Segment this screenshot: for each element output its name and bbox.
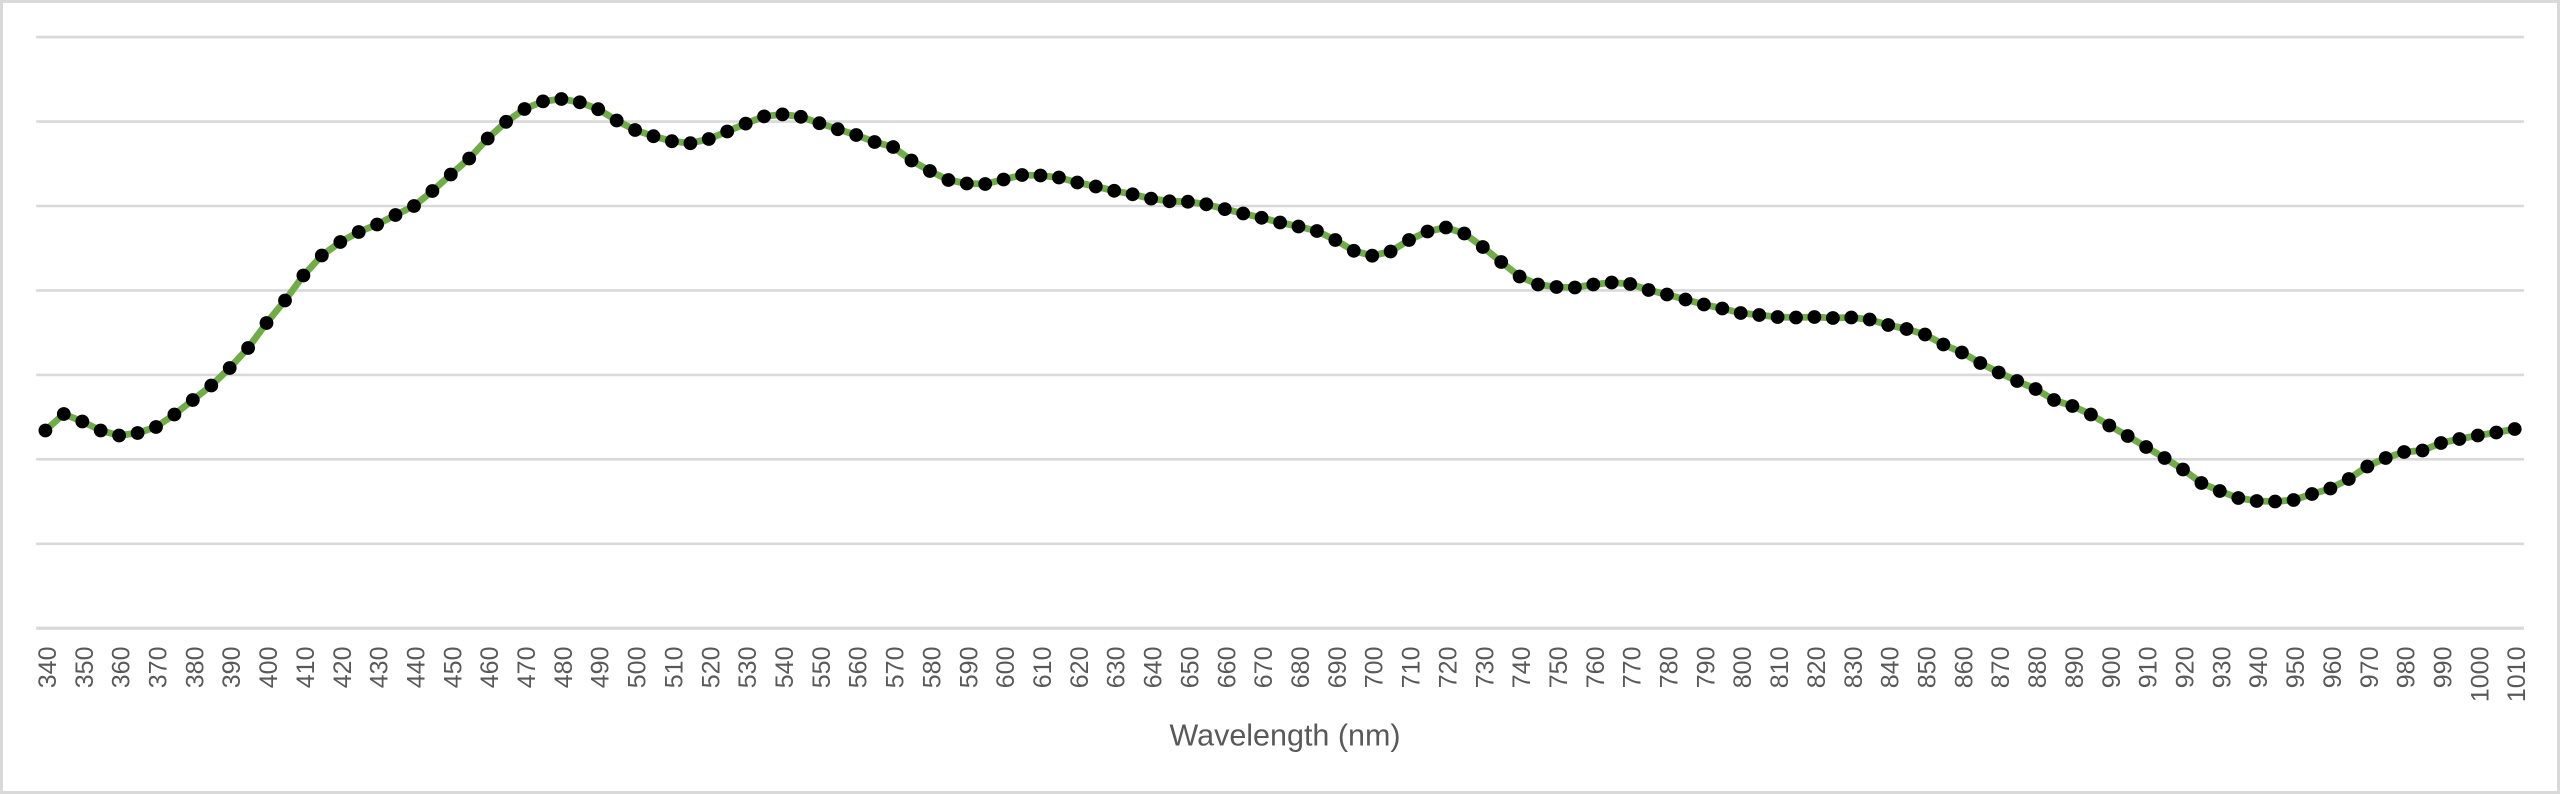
svg-text:630: 630 (1103, 647, 1131, 689)
svg-text:770: 770 (1619, 647, 1647, 689)
svg-text:800: 800 (1729, 647, 1757, 689)
svg-text:870: 870 (1987, 647, 2015, 689)
svg-text:410: 410 (292, 647, 320, 689)
svg-text:560: 560 (845, 647, 873, 689)
svg-text:700: 700 (1361, 647, 1389, 689)
svg-text:570: 570 (882, 647, 910, 689)
svg-text:610: 610 (1029, 647, 1057, 689)
svg-text:470: 470 (513, 647, 541, 689)
svg-text:650: 650 (1176, 647, 1204, 689)
svg-text:990: 990 (2430, 647, 2458, 689)
svg-text:350: 350 (71, 647, 99, 689)
svg-text:500: 500 (624, 647, 652, 689)
svg-text:480: 480 (550, 647, 578, 689)
svg-text:450: 450 (439, 647, 467, 689)
svg-text:380: 380 (181, 647, 209, 689)
svg-text:910: 910 (2135, 647, 2163, 689)
svg-text:530: 530 (734, 647, 762, 689)
svg-text:1010: 1010 (2503, 647, 2531, 703)
svg-text:670: 670 (1250, 647, 1278, 689)
svg-text:390: 390 (218, 647, 246, 689)
svg-text:830: 830 (1840, 647, 1868, 689)
svg-text:810: 810 (1766, 647, 1794, 689)
svg-text:790: 790 (1692, 647, 1720, 689)
svg-text:960: 960 (2319, 647, 2347, 689)
svg-text:930: 930 (2208, 647, 2236, 689)
svg-text:660: 660 (1213, 647, 1241, 689)
svg-text:860: 860 (1950, 647, 1978, 689)
svg-text:1000: 1000 (2466, 647, 2494, 703)
svg-text:520: 520 (697, 647, 725, 689)
svg-text:850: 850 (1914, 647, 1942, 689)
svg-text:820: 820 (1803, 647, 1831, 689)
svg-text:Wavelength (nm): Wavelength (nm) (1169, 719, 1400, 753)
svg-text:640: 640 (1140, 647, 1168, 689)
svg-text:440: 440 (403, 647, 431, 689)
svg-text:710: 710 (1398, 647, 1426, 689)
svg-text:730: 730 (1471, 647, 1499, 689)
svg-text:370: 370 (145, 647, 173, 689)
svg-text:550: 550 (808, 647, 836, 689)
svg-text:540: 540 (771, 647, 799, 689)
svg-text:510: 510 (660, 647, 688, 689)
svg-text:980: 980 (2393, 647, 2421, 689)
svg-text:490: 490 (587, 647, 615, 689)
svg-text:760: 760 (1582, 647, 1610, 689)
svg-text:720: 720 (1434, 647, 1462, 689)
svg-text:400: 400 (255, 647, 283, 689)
svg-text:420: 420 (329, 647, 357, 689)
svg-text:950: 950 (2282, 647, 2310, 689)
svg-text:590: 590 (955, 647, 983, 689)
svg-text:680: 680 (1287, 647, 1315, 689)
svg-text:780: 780 (1656, 647, 1684, 689)
svg-text:750: 750 (1545, 647, 1573, 689)
svg-text:880: 880 (2024, 647, 2052, 689)
svg-text:940: 940 (2245, 647, 2273, 689)
svg-text:890: 890 (2061, 647, 2089, 689)
svg-text:340: 340 (34, 647, 62, 689)
svg-text:840: 840 (1877, 647, 1905, 689)
svg-text:580: 580 (918, 647, 946, 689)
svg-text:690: 690 (1324, 647, 1352, 689)
svg-text:970: 970 (2356, 647, 2384, 689)
svg-text:620: 620 (1066, 647, 1094, 689)
svg-text:600: 600 (992, 647, 1020, 689)
svg-text:430: 430 (366, 647, 394, 689)
svg-text:740: 740 (1508, 647, 1536, 689)
svg-text:360: 360 (108, 647, 136, 689)
svg-text:920: 920 (2172, 647, 2200, 689)
svg-text:900: 900 (2098, 647, 2126, 689)
svg-text:460: 460 (476, 647, 504, 689)
